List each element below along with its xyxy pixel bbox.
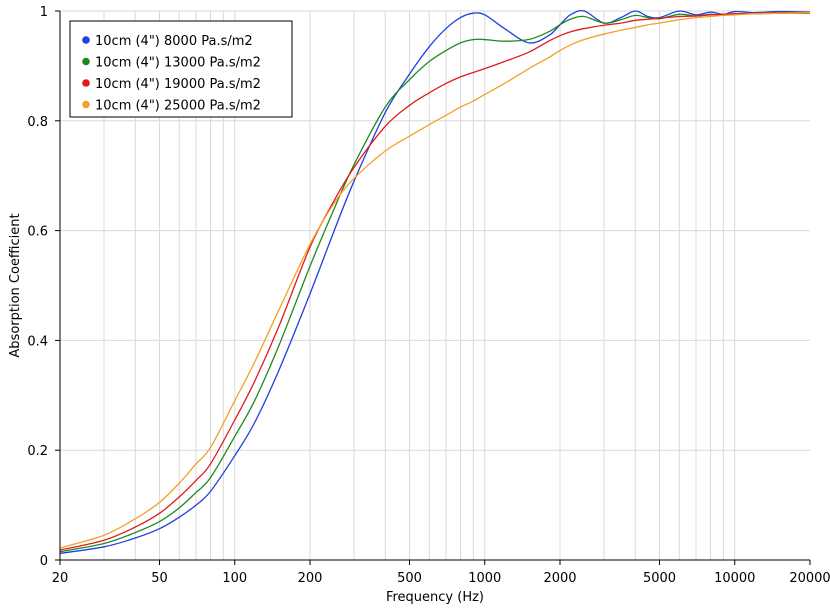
y-tick-label: 0.4: [27, 334, 48, 349]
series-line: [59, 11, 811, 551]
x-tick-label: 1000: [468, 571, 501, 586]
y-tick-label: 1: [40, 5, 48, 20]
x-tick-label: 5000: [643, 571, 676, 586]
y-tick-label: 0.2: [27, 444, 48, 459]
x-tick-label: 50: [151, 571, 168, 586]
x-tick-label: 100: [222, 571, 247, 586]
series-lines: [59, 10, 811, 555]
legend-box: [69, 20, 293, 118]
y-tick-label: 0.8: [27, 115, 48, 130]
legend-label: 10cm (4") 25000 Pa.s/m2: [95, 99, 261, 114]
y-tick-label: 0.6: [27, 225, 48, 240]
x-tick-label: 200: [298, 571, 323, 586]
x-tick-label: 2000: [543, 571, 576, 586]
x-tick-label: 500: [397, 571, 422, 586]
legend-label: 10cm (4") 8000 Pa.s/m2: [95, 34, 253, 49]
x-tick-label: 10000: [714, 571, 755, 586]
legend-marker: [82, 100, 90, 109]
x-tick-label: 20000: [789, 571, 830, 586]
legend: 10cm (4") 8000 Pa.s/m2 10cm (4") 13000 Pa…: [69, 20, 293, 118]
series-line: [59, 12, 811, 553]
legend-marker: [82, 79, 90, 87]
legend-label: 10cm (4") 13000 Pa.s/m2: [95, 56, 261, 71]
y-axis-title: Absorption Coefficient: [8, 213, 23, 357]
y-tick-label: 0: [40, 554, 48, 569]
axes: 0 0.2 0.4 0.6 0.8 1 20 50 100 200 500 1000 2000 5000 1…: [8, 5, 830, 605]
legend-marker: [82, 36, 90, 44]
x-axis-title: Frequency (Hz): [386, 590, 484, 605]
legend-label: 10cm (4") 19000 Pa.s/m2: [95, 77, 261, 92]
legend-marker: [82, 57, 90, 66]
x-tick-label: 20: [52, 571, 69, 586]
series-line: [59, 10, 811, 555]
series-line: [59, 12, 811, 549]
